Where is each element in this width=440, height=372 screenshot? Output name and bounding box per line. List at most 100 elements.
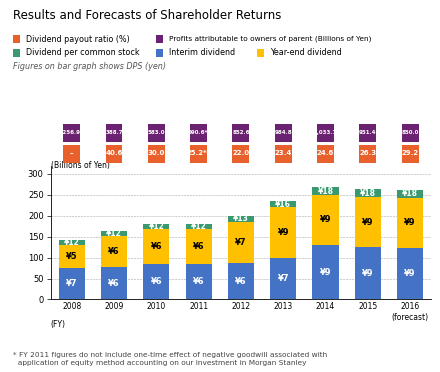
Text: 388.7: 388.7 [105, 130, 123, 135]
Text: * FY 2011 figures do not include one-time effect of negative goodwill associated: * FY 2011 figures do not include one-tim… [13, 352, 327, 366]
Text: ¥9: ¥9 [362, 269, 374, 278]
Text: ¥18: ¥18 [360, 189, 376, 198]
Text: ¥13: ¥13 [233, 214, 249, 224]
Text: 23.4: 23.4 [275, 150, 292, 157]
Bar [63, 125, 80, 142]
Text: Dividend per common stock: Dividend per common stock [26, 48, 139, 57]
Text: 26.3: 26.3 [359, 150, 376, 157]
Bar [106, 145, 122, 163]
Text: ¥12: ¥12 [191, 222, 206, 231]
Bar [101, 267, 127, 299]
Bar [359, 145, 376, 163]
Text: ¥12: ¥12 [148, 222, 164, 231]
Bar [228, 216, 254, 222]
Bar [402, 145, 418, 163]
Text: ¥9: ¥9 [404, 269, 416, 278]
Text: ¥16: ¥16 [275, 199, 291, 209]
Bar [101, 231, 127, 236]
Bar [232, 145, 249, 163]
Bar [270, 257, 296, 299]
Text: 40.6: 40.6 [105, 150, 123, 157]
Text: Dividend payout ratio (%): Dividend payout ratio (%) [26, 35, 129, 44]
Text: ¥9: ¥9 [362, 218, 374, 227]
Bar [312, 195, 339, 245]
Text: 22.0: 22.0 [232, 150, 249, 157]
Bar [228, 222, 254, 263]
Text: ¥7: ¥7 [66, 279, 77, 288]
Bar [106, 125, 122, 142]
Bar [148, 145, 165, 163]
Text: (FY): (FY) [51, 320, 66, 328]
Text: 25.2*¹: 25.2*¹ [187, 150, 210, 157]
Text: ¥6: ¥6 [150, 242, 162, 251]
Bar [359, 125, 376, 142]
Bar [186, 229, 212, 264]
Bar [143, 264, 169, 299]
Text: 583.0: 583.0 [147, 130, 165, 135]
Text: ¥6: ¥6 [193, 277, 205, 286]
Bar [148, 125, 165, 142]
Text: ¥12: ¥12 [106, 229, 122, 238]
Bar [402, 125, 418, 142]
Text: ¥12: ¥12 [64, 238, 80, 247]
Text: ¥6: ¥6 [150, 277, 162, 286]
Bar [397, 248, 423, 299]
Bar [397, 198, 423, 248]
Text: ¥7: ¥7 [278, 274, 289, 283]
Text: ¥6: ¥6 [193, 242, 205, 251]
Text: 852.6: 852.6 [232, 130, 249, 135]
Bar [63, 145, 80, 163]
Text: 24.6: 24.6 [317, 150, 334, 157]
Bar [59, 240, 85, 245]
Text: 984.8: 984.8 [275, 130, 292, 135]
Bar [355, 189, 381, 197]
Bar [317, 145, 334, 163]
Text: 1,033.7: 1,033.7 [314, 130, 337, 135]
Bar [143, 229, 169, 264]
Text: ¥6: ¥6 [108, 247, 120, 256]
Text: Interim dividend: Interim dividend [169, 48, 235, 57]
Bar [355, 247, 381, 299]
Text: 29.2: 29.2 [401, 150, 418, 157]
Text: –: – [70, 150, 73, 157]
Text: (256.9): (256.9) [60, 130, 83, 135]
Text: 30.0: 30.0 [148, 150, 165, 157]
Bar [190, 145, 207, 163]
Bar [186, 264, 212, 299]
Text: ¥7: ¥7 [235, 238, 247, 247]
Bar [312, 245, 339, 299]
Bar [312, 187, 339, 195]
Text: ¥9: ¥9 [320, 268, 331, 277]
Bar [355, 197, 381, 247]
Text: Year-end dividend: Year-end dividend [270, 48, 341, 57]
Text: 850.0: 850.0 [401, 130, 419, 135]
Bar [270, 201, 296, 207]
Bar [317, 125, 334, 142]
Bar [270, 207, 296, 257]
Text: ¥5: ¥5 [66, 252, 77, 261]
Bar [275, 145, 292, 163]
Text: Results and Forecasts of Shareholder Returns: Results and Forecasts of Shareholder Ret… [13, 9, 282, 22]
Text: ¥9: ¥9 [278, 228, 289, 237]
Text: Figures on bar graph shows DPS (yen): Figures on bar graph shows DPS (yen) [13, 62, 166, 71]
Text: ¥9: ¥9 [404, 218, 416, 227]
Bar [228, 263, 254, 299]
Text: 690.6*¹: 690.6*¹ [187, 130, 210, 135]
Text: Profits attributable to owners of parent (Billions of Yen): Profits attributable to owners of parent… [169, 36, 371, 42]
Bar [186, 224, 212, 229]
Bar [397, 190, 423, 198]
Text: ¥9: ¥9 [320, 215, 331, 224]
Bar [190, 125, 207, 142]
Text: 951.4: 951.4 [359, 130, 377, 135]
Text: ¥6: ¥6 [108, 279, 120, 288]
Bar [101, 236, 127, 267]
Bar [143, 224, 169, 229]
Text: ¥6: ¥6 [235, 276, 247, 286]
Text: ¥18: ¥18 [402, 189, 418, 199]
Bar [59, 268, 85, 299]
Bar [275, 125, 292, 142]
Bar [59, 245, 85, 268]
Text: (Billions of Yen): (Billions of Yen) [51, 161, 110, 170]
Text: ¥18: ¥18 [318, 187, 334, 196]
Bar [232, 125, 249, 142]
